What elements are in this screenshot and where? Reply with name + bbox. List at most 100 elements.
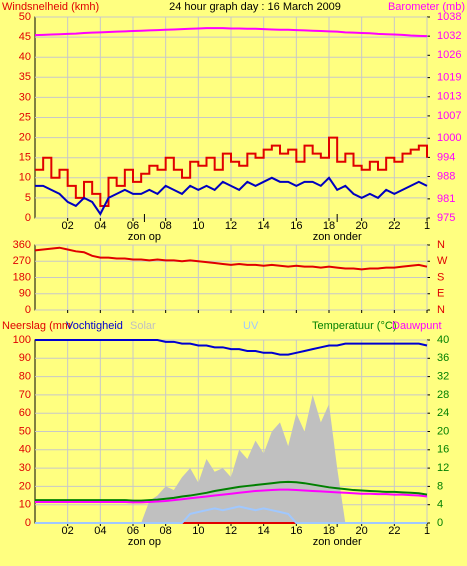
x-tick-label: 10 <box>192 525 204 537</box>
y2-tick-label: 24 <box>437 407 449 419</box>
x-tick-label: 22 <box>388 525 400 537</box>
y-tick-label: 60 <box>19 407 31 419</box>
x-tick-label: 08 <box>160 220 172 232</box>
y-tick-label: 80 <box>19 371 31 383</box>
y2-tick-label: 28 <box>437 389 449 401</box>
x-tick-label: 12 <box>225 525 237 537</box>
y2-tick-label: 1032 <box>437 30 461 42</box>
legend-label: Vochtigheid <box>66 320 123 332</box>
x-tick-label: 18 <box>323 220 335 232</box>
x-tick-label: 22 <box>388 220 400 232</box>
annotation: zon onder <box>313 231 362 243</box>
line <box>35 339 428 356</box>
y-tick-label: 25 <box>19 111 31 123</box>
y2-tick-label: 32 <box>437 371 449 383</box>
annotation: zon onder <box>313 536 362 548</box>
y-tick-label: 0 <box>25 517 31 529</box>
y2-tick-label: S <box>437 271 444 283</box>
x-tick-label: 1 <box>424 220 430 232</box>
line <box>35 136 428 207</box>
y2-tick-label: 975 <box>437 212 455 224</box>
legend-label: Solar <box>130 320 156 332</box>
y-axis-label: Windsnelheid (kmh) <box>2 1 99 13</box>
y2-axis-label: Barometer (mb) <box>388 1 465 13</box>
y2-tick-label: 1000 <box>437 132 461 144</box>
y2-tick-label: 1038 <box>437 11 461 23</box>
y-tick-label: 20 <box>19 480 31 492</box>
y-tick-label: 15 <box>19 152 31 164</box>
y-tick-label: 40 <box>19 51 31 63</box>
x-tick-label: 04 <box>94 525 106 537</box>
y2-tick-label: 12 <box>437 462 449 474</box>
y2-tick-label: 1026 <box>437 49 461 61</box>
x-tick-label: 16 <box>290 220 302 232</box>
x-tick-label: 08 <box>160 525 172 537</box>
line <box>35 480 428 502</box>
line <box>34 27 428 38</box>
x-tick-label: 1 <box>424 525 430 537</box>
y2-tick-label: 988 <box>437 170 455 182</box>
x-tick-label: 10 <box>192 220 204 232</box>
x-tick-label: 02 <box>62 220 74 232</box>
y-tick-label: 35 <box>19 71 31 83</box>
y2-tick-label: 16 <box>437 444 449 456</box>
y-tick-label: 20 <box>19 132 31 144</box>
y-tick-label: 0 <box>25 212 31 224</box>
y2-tick-label: W <box>437 255 448 267</box>
chart-title: 24 hour graph day : 16 March 2009 <box>169 1 341 13</box>
annotation: zon op <box>128 231 161 243</box>
y-tick-label: 40 <box>19 444 31 456</box>
line <box>34 246 428 271</box>
y2-tick-label: 0 <box>437 517 443 529</box>
x-tick-label: 14 <box>258 525 270 537</box>
annotation: zon op <box>128 536 161 548</box>
y-tick-label: 30 <box>19 91 31 103</box>
y-tick-label: 30 <box>19 462 31 474</box>
x-tick-label: 06 <box>127 525 139 537</box>
y-tick-label: 10 <box>19 499 31 511</box>
y-tick-label: 50 <box>19 11 31 23</box>
y2-tick-label: 4 <box>437 499 443 511</box>
x-tick-label: 16 <box>290 525 302 537</box>
y2-tick-label: N <box>437 304 445 316</box>
y-tick-label: 180 <box>13 271 31 283</box>
y-tick-label: 90 <box>19 288 31 300</box>
legend-label: Neerslag (mm <box>2 320 71 332</box>
x-tick-label: 02 <box>62 525 74 537</box>
y-tick-label: 70 <box>19 389 31 401</box>
y2-tick-label: 1007 <box>437 110 461 122</box>
x-tick-label: 20 <box>356 525 368 537</box>
y2-tick-label: 981 <box>437 193 455 205</box>
y2-tick-label: 40 <box>437 334 449 346</box>
y-tick-label: 10 <box>19 172 31 184</box>
y2-tick-label: 20 <box>437 425 449 437</box>
line <box>35 488 428 504</box>
x-tick-label: 12 <box>225 220 237 232</box>
y-tick-label: 270 <box>13 255 31 267</box>
y-tick-label: 100 <box>13 334 31 346</box>
y-tick-label: 90 <box>19 352 31 364</box>
line <box>35 176 428 216</box>
y-tick-label: 5 <box>25 192 31 204</box>
y2-tick-label: N <box>437 239 445 251</box>
y2-tick-label: 1013 <box>437 91 461 103</box>
legend-label: UV <box>243 320 259 332</box>
x-tick-label: 20 <box>356 220 368 232</box>
x-tick-label: 04 <box>94 220 106 232</box>
y2-tick-label: 36 <box>437 352 449 364</box>
y-tick-label: 50 <box>19 425 31 437</box>
y2-tick-label: E <box>437 288 444 300</box>
y2-tick-label: 994 <box>437 151 455 163</box>
x-tick-label: 14 <box>258 220 270 232</box>
legend-label: Dauwpunt <box>392 320 442 332</box>
y2-tick-label: 1019 <box>437 72 461 84</box>
y-tick-label: 360 <box>13 239 31 251</box>
y2-tick-label: 8 <box>437 480 443 492</box>
line <box>35 505 427 524</box>
legend-label: Temperatuur (°C) <box>312 320 396 332</box>
y-tick-label: 45 <box>19 31 31 43</box>
y-tick-label: 0 <box>25 304 31 316</box>
x-tick-label: 18 <box>323 525 335 537</box>
x-tick-label: 06 <box>127 220 139 232</box>
